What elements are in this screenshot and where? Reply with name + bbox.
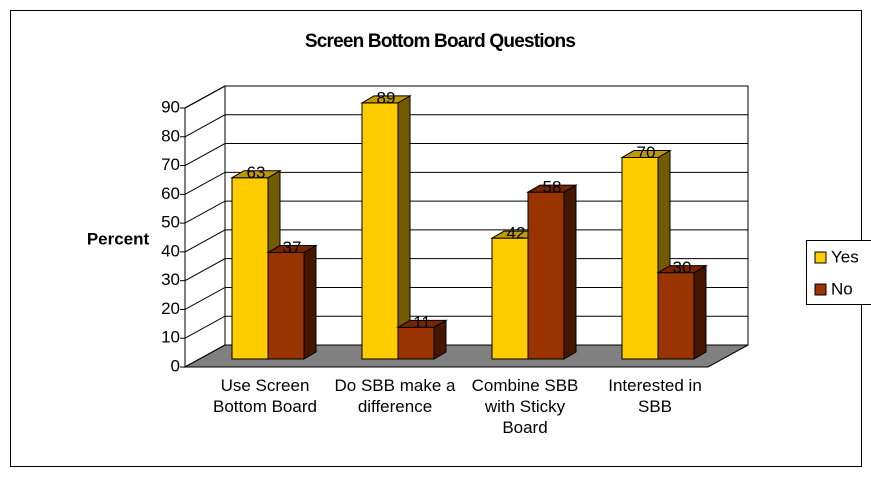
bar-top (230, 170, 282, 179)
grid-line (184, 114, 748, 138)
bar-front (657, 272, 695, 360)
value-label: 89 (377, 88, 396, 107)
value-label: 42 (507, 224, 526, 243)
x-tick-label: Interested in SBB (608, 376, 702, 416)
bar-front (621, 157, 659, 360)
y-axis-label: Percent (87, 229, 150, 248)
bar-top (620, 150, 672, 159)
y-tick-label: 20 (161, 299, 180, 318)
legend-label: No (831, 279, 853, 298)
y-tick-label: 70 (161, 155, 180, 174)
bar (360, 95, 412, 360)
value-label: 30 (673, 258, 692, 277)
bar (396, 319, 448, 360)
bar-top (266, 245, 318, 254)
value-label: 63 (247, 163, 266, 182)
bar-front (397, 326, 435, 360)
bar-top (526, 184, 578, 193)
grid-line (184, 85, 748, 109)
value-label: 58 (543, 178, 562, 197)
legend-swatch (814, 283, 827, 296)
bar-side (563, 184, 577, 360)
bar-front (231, 177, 269, 360)
bar (526, 184, 578, 360)
bar (656, 264, 708, 360)
grid-line (184, 171, 748, 195)
bar-side (303, 244, 317, 360)
y-tick-label: 60 (161, 184, 180, 203)
x-tick-label: Use Screen Bottom Board (213, 376, 317, 416)
bar-front (267, 252, 305, 360)
y-tick-label: 0 (171, 356, 180, 375)
bar-top (396, 319, 448, 328)
y-tick-label: 50 (161, 213, 180, 232)
bar-front (361, 102, 399, 360)
bar-front (527, 191, 565, 360)
value-label: 11 (413, 313, 431, 332)
legend-label: Yes (831, 247, 859, 266)
x-tick-label: Combine SBB with Sticky Board (471, 376, 579, 437)
grid-line (184, 143, 748, 166)
legend-swatch (814, 251, 827, 264)
bar-front (491, 237, 529, 360)
value-label: 37 (283, 238, 302, 257)
bar (266, 244, 318, 360)
bar-top (360, 95, 412, 104)
side-wall (184, 85, 226, 368)
bar-side (693, 264, 707, 360)
chart-title: Screen Bottom Board Questions (305, 31, 576, 52)
y-tick-label: 30 (161, 270, 180, 289)
x-tick-label: Do SBB make a difference (334, 376, 456, 416)
bar-side (397, 95, 411, 360)
value-label: 70 (637, 143, 656, 162)
y-tick-label: 80 (161, 126, 180, 145)
y-tick-label: 40 (161, 241, 180, 260)
bar-top (656, 265, 708, 274)
y-tick-label: 90 (161, 97, 180, 116)
y-tick-label: 10 (161, 328, 180, 347)
